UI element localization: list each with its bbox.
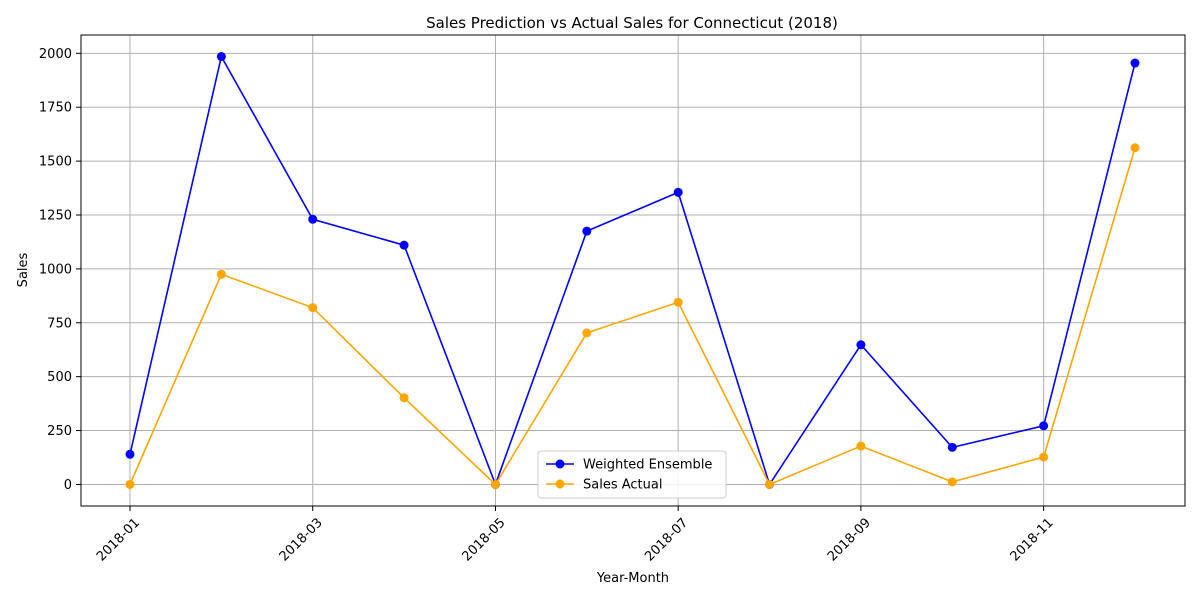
legend-box [537,450,727,499]
x-tick-label: 2018-01 [94,515,143,564]
legend-marker [555,459,565,469]
legend-label: Weighted Ensemble [583,458,712,473]
chart-title: Sales Prediction vs Actual Sales for Con… [426,14,838,32]
data-point [582,328,592,338]
x-axis-label: Year-Month [596,571,669,586]
y-axis-label: Sales [16,252,31,287]
data-point [856,441,866,451]
y-tick-label: 1000 [39,262,72,277]
y-tick-label: 1500 [39,155,72,170]
y-tick-label: 0 [64,478,72,493]
x-tick-label: 2018-03 [277,515,326,564]
data-point [673,187,683,197]
data-point [1039,421,1049,431]
data-point [1130,58,1140,68]
legend: Weighted Ensemble Sales Actual [537,450,727,499]
data-point [125,479,135,489]
data-point [216,52,226,62]
data-point [947,442,957,452]
x-tick-label: 2018-09 [825,515,874,564]
series-line [129,54,1136,487]
legend-marker [555,479,565,489]
data-point [216,269,226,279]
y-tick-label: 500 [47,370,72,385]
series-group [125,52,1140,489]
x-tick-label: 2018-05 [459,515,508,564]
data-point [947,477,957,487]
legend-label: Sales Actual [583,478,662,493]
x-tick-label: 2018-07 [642,515,691,564]
data-point [1039,452,1049,462]
x-tick-label: 2018-11 [1008,515,1057,564]
data-point [856,340,866,350]
y-tick-label: 2000 [39,47,72,62]
y-tick-label: 1750 [39,101,72,116]
data-point [308,303,318,313]
data-point [399,393,409,403]
data-point [399,240,409,250]
data-point [582,226,592,236]
y-tick-label: 750 [47,316,72,331]
data-point [1130,143,1140,153]
grid [81,35,1185,506]
y-tick-label: 1250 [39,208,72,223]
data-point [490,479,500,489]
series-line [129,147,1136,486]
data-point [673,297,683,307]
data-point [308,214,318,224]
data-point [125,449,135,459]
plot-frame [80,34,1186,507]
data-point [765,479,775,489]
y-tick-label: 250 [47,424,72,439]
